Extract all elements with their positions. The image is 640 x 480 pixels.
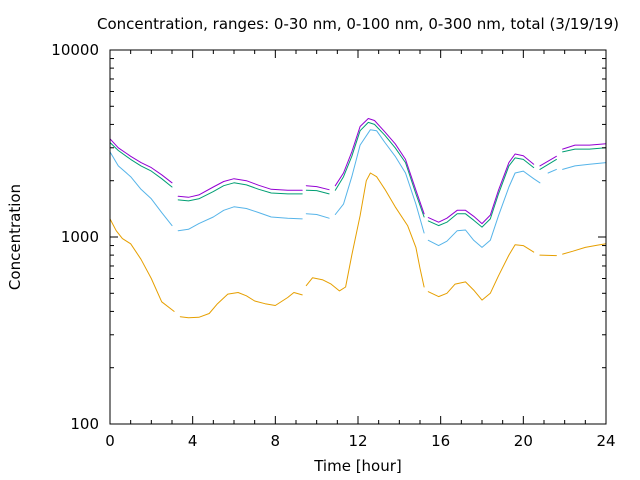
series-4-line-segment [177,178,303,198]
series-4-line-segment [427,153,535,225]
series-2-line-segment [562,162,607,170]
series-3-line-segment [562,147,607,153]
series-3-line-segment [334,121,425,218]
x-tick-label: 20 [514,432,533,450]
series-3-line-segment [539,158,557,170]
series-1-line-segment [562,243,607,255]
series-1-line-segment [179,292,303,319]
series-3-line-segment [427,157,535,228]
series-2-line-segment [177,206,303,232]
series-2-line-segment [109,151,173,227]
y-tick-label: 10000 [51,41,99,59]
x-tick-label: 12 [348,432,367,450]
series-2-line-segment [334,129,425,234]
series-1-line-segment [109,218,175,312]
x-tick-label: 0 [105,432,115,450]
y-axis-label: Concentration [6,184,24,290]
series-2-line-segment [305,213,330,219]
series-1-line-segment [539,254,557,257]
x-tick-label: 8 [271,432,281,450]
plot-frame [109,49,607,425]
tick-layer: 0 4 8 12 16 20 24 100 1000 10000 [51,41,615,450]
series-4-line-segment [539,155,557,167]
series-1-line-segment [305,172,425,292]
series-4-line-segment [109,138,173,184]
x-tick-label: 4 [188,432,198,450]
x-tick-label: 24 [596,432,615,450]
series-4-line-segment [562,143,607,150]
series-3-line-segment [109,142,173,188]
series-3-line-segment [177,182,303,202]
series-4-line-segment [305,185,330,191]
series-1-line-segment [427,244,535,301]
chart-title: Concentration, ranges: 0-30 nm, 0-100 nm… [97,15,619,33]
x-tick-label: 16 [431,432,450,450]
y-tick-label: 1000 [61,228,99,246]
series-3-line-segment [305,189,330,195]
x-axis-label: Time [hour] [313,457,402,475]
y-tick-label: 100 [70,415,99,433]
series-2-line-segment [427,170,541,248]
series-layer [109,118,607,319]
series-4-line-segment [334,118,425,215]
series-2-line-segment [547,168,557,174]
